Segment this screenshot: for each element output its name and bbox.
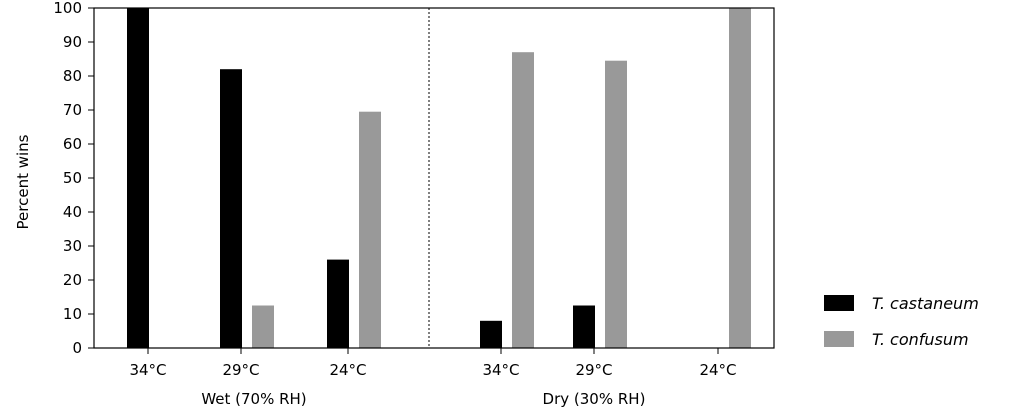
y-tick-label: 0 (72, 339, 82, 357)
bar-t-castaneum (127, 8, 149, 348)
y-tick-label: 100 (53, 0, 82, 17)
category-label: 34°C (482, 361, 519, 379)
bar-t-confusum (729, 8, 751, 348)
legend-swatch-t-castaneum (824, 295, 854, 311)
bar-t-castaneum (480, 320, 502, 348)
bar-t-confusum (359, 111, 381, 348)
bar-t-castaneum (573, 305, 595, 348)
y-tick-label: 50 (63, 169, 82, 187)
category-label: 24°C (329, 361, 366, 379)
y-tick-label: 20 (63, 271, 82, 289)
y-tick-label: 40 (63, 203, 82, 221)
category-labels: 34°C 29°C 24°C 34°C 29°C 24°C (129, 348, 737, 379)
legend-label-t-confusum: T. confusum (872, 330, 969, 349)
bar-t-confusum (605, 60, 627, 348)
plot-frame (93, 7, 775, 349)
group-label-dry: Dry (30% RH) (543, 390, 646, 408)
y-tick-label: 80 (63, 67, 82, 85)
bar-t-castaneum (327, 259, 349, 348)
bar-t-confusum (252, 305, 274, 348)
category-label: 29°C (575, 361, 612, 379)
y-axis-label: Percent wins (14, 134, 32, 229)
bar-t-confusum (512, 52, 534, 348)
category-label: 29°C (222, 361, 259, 379)
legend-label-t-castaneum: T. castaneum (872, 294, 979, 313)
bar-t-castaneum (220, 69, 242, 348)
y-tick-label: 90 (63, 33, 82, 51)
category-label: 34°C (129, 361, 166, 379)
y-tick-label: 70 (63, 101, 82, 119)
y-tick-label: 10 (63, 305, 82, 323)
y-axis-ticks: 0 10 20 30 40 50 60 70 80 90 100 (53, 0, 94, 357)
category-label: 24°C (699, 361, 736, 379)
y-tick-label: 60 (63, 135, 82, 153)
legend: T. castaneum T. confusum (824, 294, 979, 349)
y-tick-label: 30 (63, 237, 82, 255)
group-label-wet: Wet (70% RH) (201, 390, 306, 408)
legend-swatch-t-confusum (824, 331, 854, 347)
bars (127, 8, 751, 348)
